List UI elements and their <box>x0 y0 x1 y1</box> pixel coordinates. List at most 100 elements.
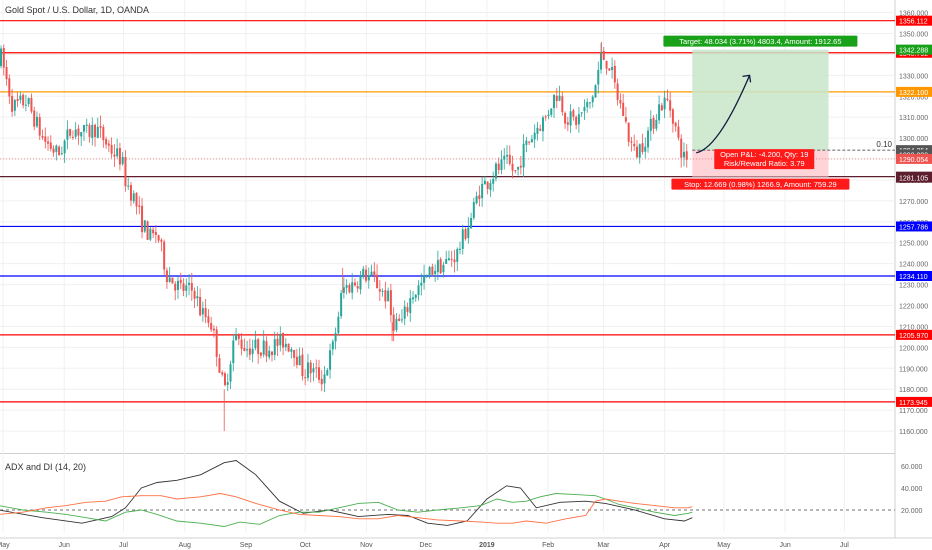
y-tick-label: 1200.000 <box>899 345 928 352</box>
candle-body <box>301 354 304 377</box>
candle-body <box>561 96 564 113</box>
candle-body <box>85 124 88 126</box>
candle-body <box>218 358 221 373</box>
candle-body <box>188 282 191 285</box>
candle-body <box>345 285 348 288</box>
candle-body <box>315 367 318 369</box>
candle-body <box>337 316 340 334</box>
candle-body <box>342 287 345 293</box>
candle-body <box>323 374 326 384</box>
candle-body <box>558 95 561 101</box>
candle-body <box>594 85 597 98</box>
candle-body <box>608 68 611 71</box>
candle-body <box>306 362 309 378</box>
candle-body <box>605 60 608 69</box>
candle-body <box>309 362 312 374</box>
candle-body <box>392 314 395 331</box>
candle-body <box>207 316 210 323</box>
candle-body <box>35 116 38 127</box>
candle-body <box>470 218 473 229</box>
candle-body <box>506 154 509 157</box>
x-tick-label: Apr <box>659 542 671 549</box>
level-price-tag-label: 1205.970 <box>899 333 928 340</box>
candle-body <box>248 348 251 355</box>
candle-body <box>652 117 655 129</box>
candle-body <box>353 282 356 286</box>
candle-body <box>279 333 282 346</box>
candle-body <box>82 125 85 132</box>
candle-body <box>196 296 199 299</box>
candle-body <box>525 140 528 145</box>
candle-body <box>229 364 232 382</box>
candle-body <box>312 368 315 373</box>
candle-body <box>638 144 641 158</box>
candle-body <box>428 267 431 277</box>
candle-body <box>406 307 409 312</box>
x-tick-label: Jul <box>119 542 128 549</box>
candle-body <box>622 102 625 117</box>
pnl-box <box>714 149 815 170</box>
chart-title: Gold Spot / U.S. Dollar, 1D, OANDA <box>5 5 149 15</box>
x-tick-label: May <box>717 542 731 549</box>
candle-body <box>387 290 390 302</box>
candle-body <box>630 141 633 143</box>
candle-body <box>472 202 475 218</box>
candle-body <box>69 128 72 136</box>
long-position-tool[interactable]: Target: 48.034 (3.71%) 4803.4, Amount: 1… <box>0 35 895 190</box>
candle-body <box>165 270 168 283</box>
candle-body <box>528 141 531 143</box>
candle-body <box>663 97 666 110</box>
candle-body <box>176 280 179 290</box>
candle-body <box>287 343 290 352</box>
candle-body <box>611 67 614 71</box>
candle-body <box>373 271 376 276</box>
candle-body <box>318 367 320 380</box>
candle-body <box>569 111 572 126</box>
candle-body <box>536 127 539 134</box>
candle-body <box>362 268 365 277</box>
candle-body <box>370 271 373 276</box>
candle-body <box>514 170 517 172</box>
candle-body <box>644 146 647 152</box>
candle-body <box>132 193 135 202</box>
candle-body <box>163 241 166 270</box>
candle-body <box>298 355 301 366</box>
candle-body <box>483 180 486 185</box>
candle-body <box>331 341 334 350</box>
x-tick-label: Dec <box>419 542 432 549</box>
candle-body <box>613 65 616 83</box>
candle-body <box>74 129 77 137</box>
candle-body <box>500 159 503 170</box>
candle-body <box>171 277 174 284</box>
candle-body <box>232 340 235 364</box>
candle-body <box>682 151 685 158</box>
candle-body <box>492 179 495 184</box>
candle-body <box>381 290 384 292</box>
candle-body <box>135 192 138 207</box>
candle-body <box>282 333 285 348</box>
candle-body <box>566 122 569 125</box>
candle-body <box>351 282 354 293</box>
candle-body <box>141 205 144 233</box>
candle-body <box>459 248 462 250</box>
candle-body <box>27 98 30 105</box>
candle-body <box>530 139 533 143</box>
axes: 1160.000 1170.000 1180.000 1190.000 1200.000… <box>0 11 932 549</box>
stop-label-box <box>671 178 850 190</box>
candlestick-series <box>0 41 688 432</box>
x-tick-label: Feb <box>542 542 554 549</box>
candle-body <box>41 136 44 138</box>
candle-body <box>240 339 243 349</box>
y-tick-label: 1300.000 <box>899 136 928 143</box>
candle-body <box>489 183 492 190</box>
candle-body <box>223 373 226 386</box>
target-label-box <box>663 35 858 47</box>
candle-body <box>588 102 591 104</box>
candle-body <box>550 108 553 115</box>
level-price-tag-label: 1322.100 <box>899 90 928 97</box>
candle-body <box>517 166 520 170</box>
candle-body <box>494 163 497 179</box>
candle-body <box>486 181 489 189</box>
